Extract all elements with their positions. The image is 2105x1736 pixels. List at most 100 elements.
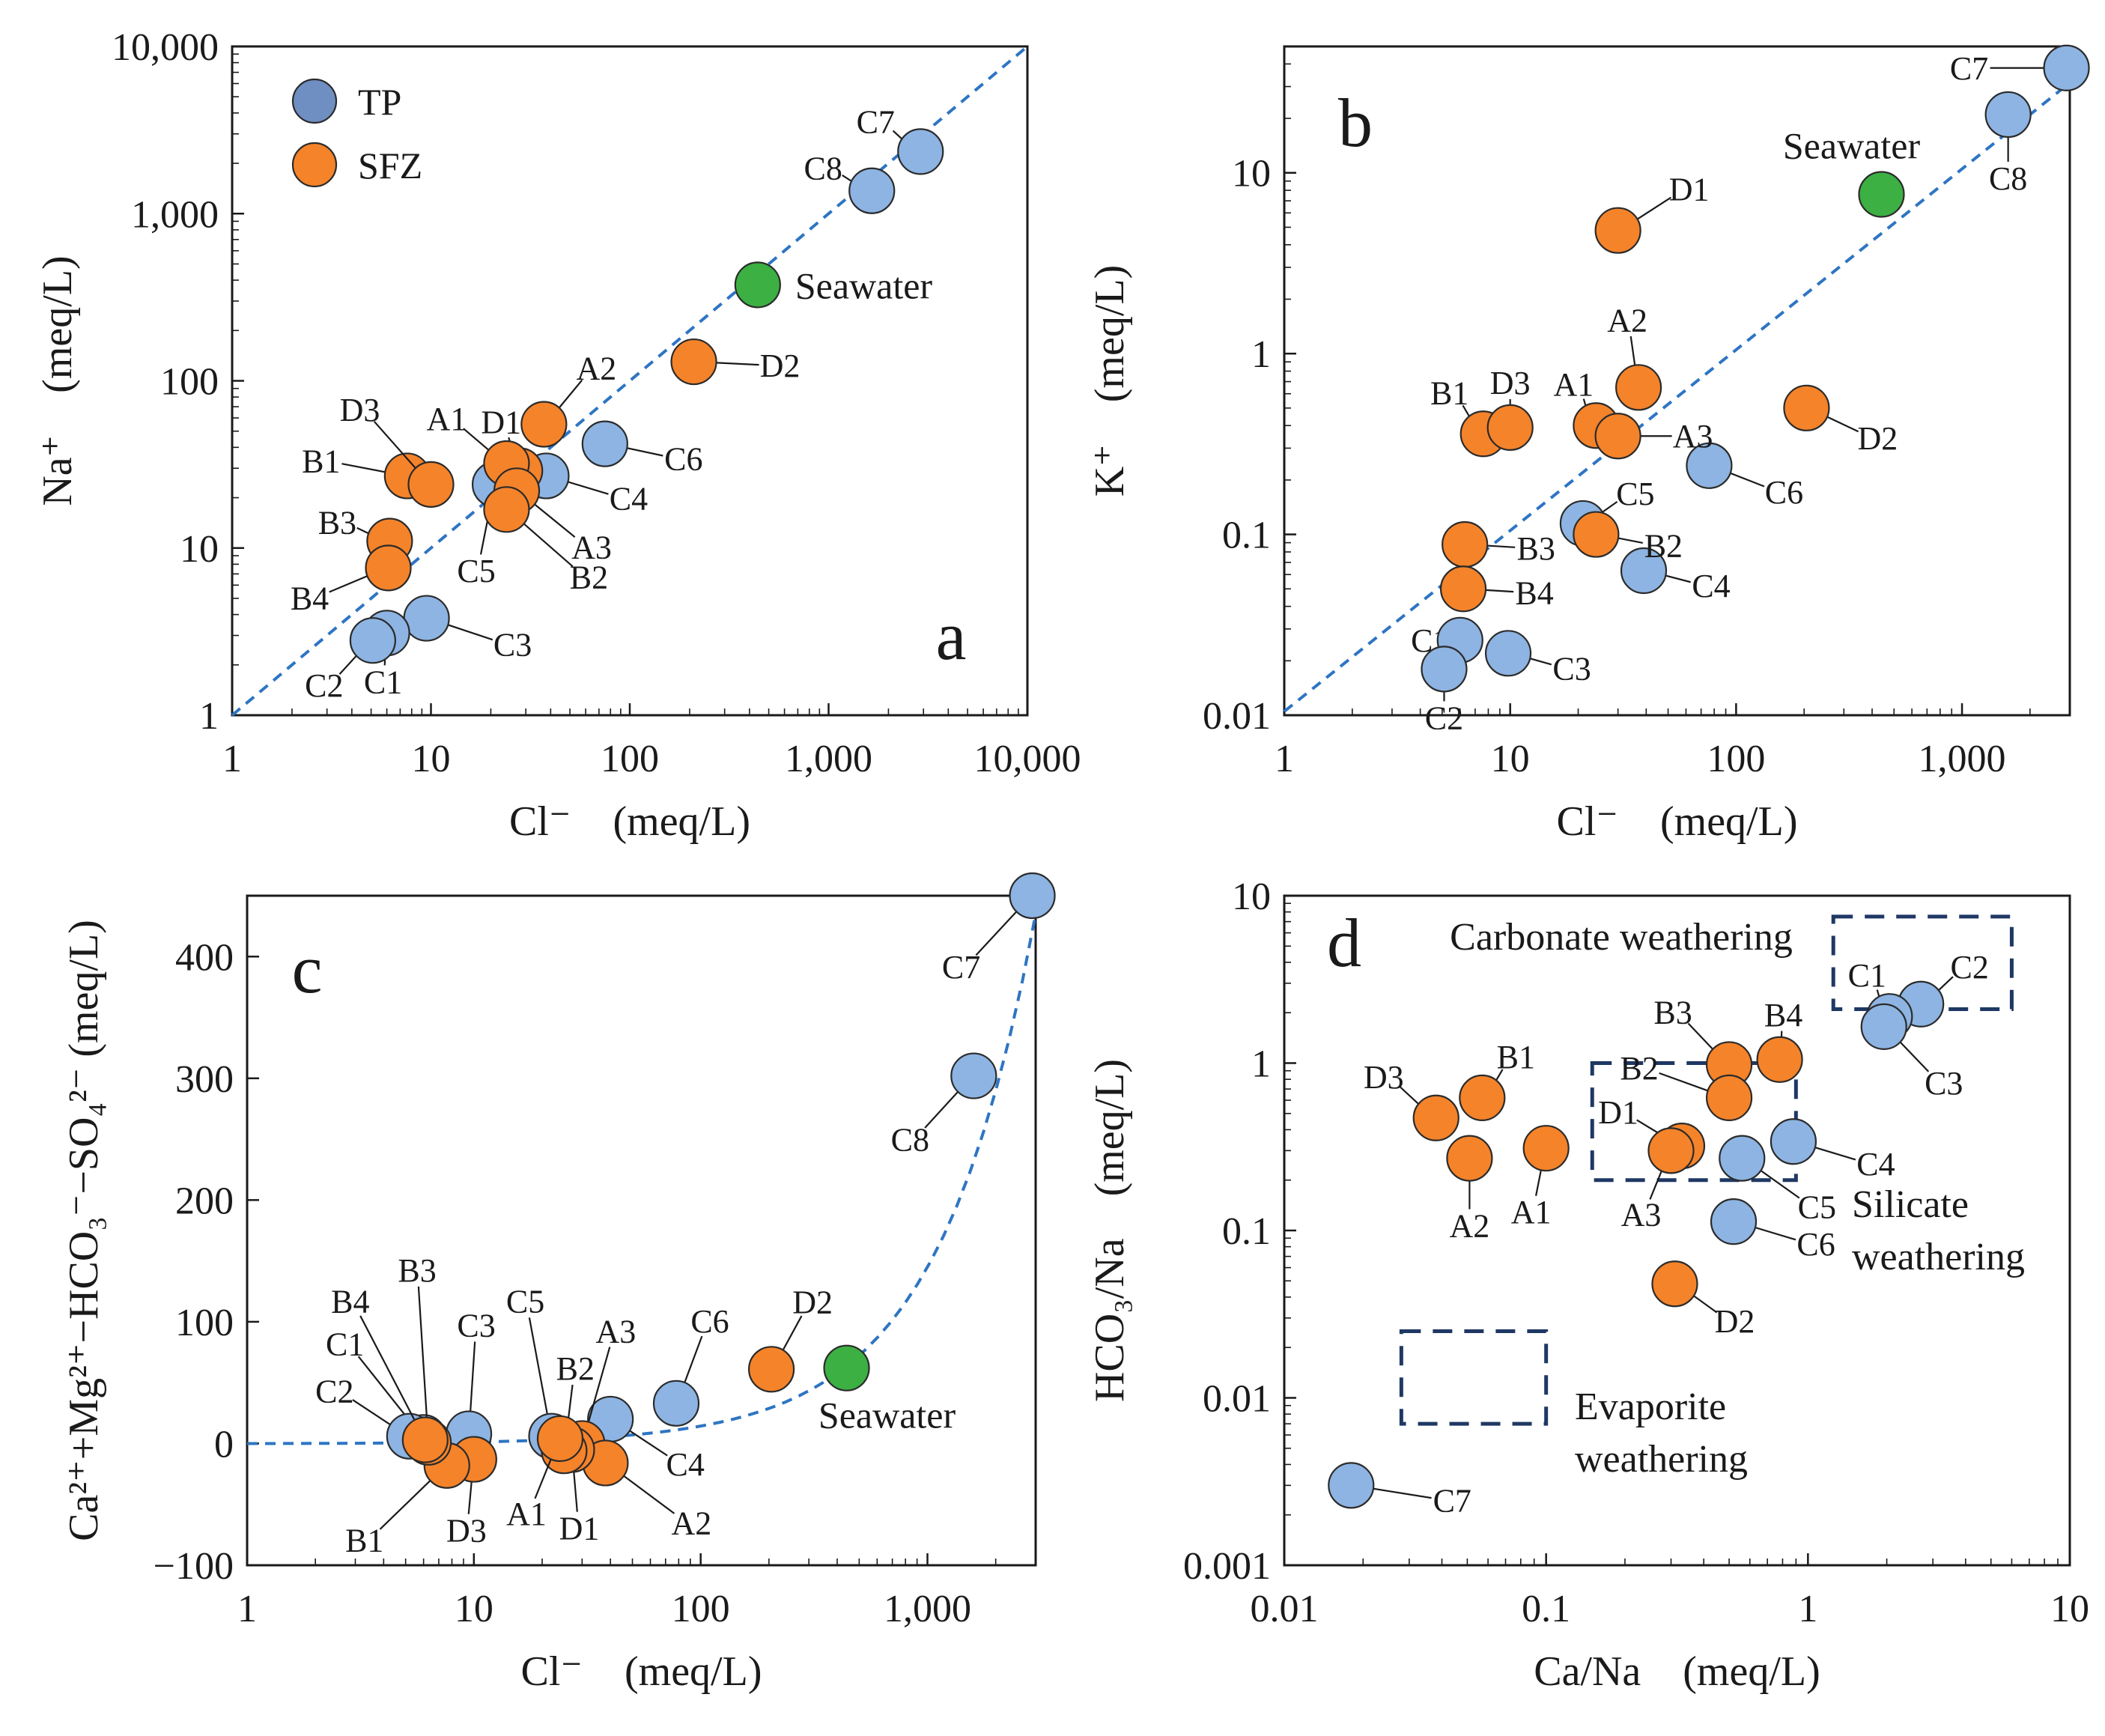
point-tp-c7	[897, 128, 944, 175]
point-label-B4: B4	[1764, 997, 1802, 1034]
x-tick-label: 1	[1275, 738, 1294, 780]
y-axis-label: Na⁺ (meq/L)	[34, 255, 81, 506]
label-leader	[1898, 1040, 1930, 1072]
panel-letter-d: d	[1327, 905, 1361, 981]
point-label-A2: A2	[672, 1505, 712, 1541]
point-label-B1: B1	[1497, 1039, 1535, 1075]
label-leader	[446, 623, 493, 641]
point-tp-c4	[1620, 547, 1668, 595]
y-tick-label: 0.001	[1183, 1545, 1271, 1588]
point-tp-c4	[1770, 1118, 1817, 1165]
point-label-C3: C3	[457, 1307, 495, 1344]
point-label-B3: B3	[1516, 530, 1555, 567]
panel-b: 1 10 100 1,000 0.01 0.1 1 10 Cl⁻ (meq/L) K⁺ (meq/…	[1087, 44, 2090, 845]
label-leader	[379, 1478, 432, 1530]
point-tp-c6	[1710, 1198, 1758, 1245]
point-label-C7: C7	[857, 103, 895, 140]
point-tp-c8	[848, 167, 896, 214]
point-label-C3: C3	[1925, 1065, 1963, 1102]
point-label-C6: C6	[1796, 1226, 1835, 1263]
x-tick-label: 100	[1707, 738, 1765, 780]
point-label-C2: C2	[1425, 699, 1463, 736]
point-tp-c3	[1484, 630, 1532, 677]
region-box	[1399, 1329, 1549, 1426]
x-tick-label: 1,000	[1919, 738, 2006, 780]
label-leader	[1937, 976, 1954, 992]
legend-label-tp: TP	[358, 81, 401, 123]
point-sfz-a2	[1446, 1135, 1493, 1182]
point-sfz-b2	[1573, 511, 1620, 558]
label-leader	[573, 1470, 578, 1512]
panel-letter-b: b	[1338, 85, 1373, 161]
point-seawater-seawater	[1858, 171, 1905, 218]
label-leader	[557, 379, 583, 410]
label-leader	[1528, 657, 1552, 666]
point-label-D2: D2	[760, 347, 801, 384]
y-tick-label: 10	[1232, 875, 1271, 918]
panel-letter-c: c	[292, 931, 323, 1007]
label-leader	[781, 1315, 803, 1352]
point-label-A1: A1	[1511, 1194, 1552, 1230]
region-label-evaporite: Evaporite	[1575, 1386, 1726, 1428]
label-leader	[1371, 1487, 1432, 1499]
y-tick-label: 1	[1251, 1043, 1271, 1086]
point-label-C8: C8	[804, 151, 842, 187]
point-label-D2: D2	[1858, 420, 1898, 457]
point-label-B1: B1	[1430, 374, 1468, 411]
point-label-A3: A3	[1673, 418, 1713, 455]
point-label-C7: C7	[942, 949, 980, 986]
x-tick-label: 10	[412, 738, 451, 780]
label-leader	[714, 362, 759, 366]
point-label-B4: B4	[1515, 574, 1553, 611]
point-label-D1: D1	[559, 1511, 600, 1547]
legend-marker-sfz	[291, 142, 338, 188]
point-label-B3: B3	[318, 505, 356, 541]
x-tick-label: 10	[455, 1588, 493, 1630]
point-sfz-d3	[1412, 1094, 1459, 1141]
seawater-mixing-line	[247, 914, 1037, 1445]
point-label-D2: D2	[792, 1284, 833, 1320]
label-leader	[532, 503, 576, 538]
point-sfz-d2	[670, 338, 717, 386]
x-tick-label: 10,000	[974, 738, 1081, 780]
point-tp-c5	[1719, 1135, 1766, 1182]
label-leader	[1495, 1069, 1504, 1082]
point-label-C2: C2	[305, 667, 343, 704]
seawater-mixing-line	[1283, 81, 2071, 713]
seawater-mixing-line	[231, 45, 1029, 717]
y-tick-label: 200	[175, 1180, 234, 1222]
point-label-D1: D1	[481, 404, 521, 441]
label-leader	[566, 480, 609, 495]
point-label-C3: C3	[493, 627, 532, 664]
point-label-A3: A3	[571, 529, 612, 565]
label-leader	[1759, 1168, 1800, 1199]
label-leader	[1635, 196, 1671, 221]
point-sfz-b4	[401, 1416, 449, 1463]
point-label-C5: C5	[1798, 1189, 1836, 1226]
point-label-A1: A1	[427, 401, 467, 437]
plot-frame	[246, 894, 1037, 1567]
label-leader	[528, 1317, 549, 1416]
label-leader	[622, 1474, 675, 1514]
point-label-B4: B4	[331, 1284, 369, 1320]
point-label-B1: B1	[302, 443, 340, 479]
region-label-silicate: Silicate	[1852, 1183, 1969, 1226]
point-sfz-b1	[1459, 1074, 1506, 1122]
seawater-label: Seawater	[795, 264, 933, 306]
panel-c: 1 10 100 1,000 −100 0 100 200 300 400 Cl⁻ (meq/L) C…	[61, 872, 1056, 1695]
y-axis-label: HCO₃/Na (meq/L)	[1087, 1059, 1133, 1402]
point-label-C3: C3	[1552, 650, 1591, 687]
point-label-A3: A3	[595, 1313, 636, 1350]
x-tick-label: 10	[2050, 1588, 2089, 1630]
x-tick-label: 0.01	[1251, 1588, 1319, 1630]
y-tick-label: 10	[1232, 153, 1271, 195]
point-label-C7: C7	[1433, 1482, 1471, 1519]
point-label-B2: B2	[1644, 528, 1683, 565]
x-tick-label: 1,000	[785, 738, 872, 780]
point-label-D1: D1	[1669, 172, 1710, 208]
label-leader	[356, 526, 371, 535]
x-axis-label: Cl⁻ (meq/L)	[509, 798, 750, 845]
point-sfz-a3	[1647, 1127, 1695, 1174]
label-leader	[587, 1347, 611, 1424]
